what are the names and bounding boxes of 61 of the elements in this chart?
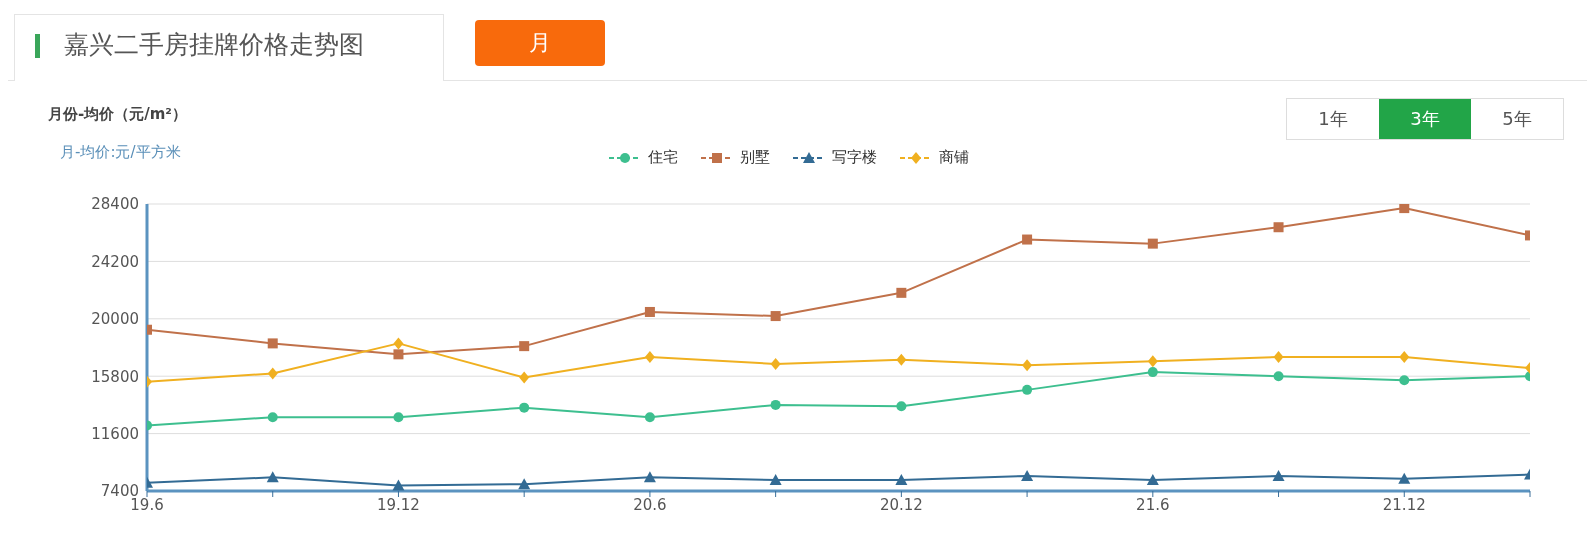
legend-label: 住宅 xyxy=(648,148,678,167)
point xyxy=(1147,355,1158,368)
point xyxy=(519,371,530,384)
point xyxy=(392,479,405,491)
chart-subtitle: 月份-均价（元/m²） xyxy=(48,105,187,124)
point xyxy=(644,306,655,317)
text: 1年 xyxy=(1287,99,1379,139)
legend-label: 商铺 xyxy=(939,148,969,167)
point xyxy=(1399,204,1410,214)
point xyxy=(644,351,655,364)
point xyxy=(518,478,531,490)
point xyxy=(267,412,278,423)
x-tick-label: 21.6 xyxy=(1136,495,1170,514)
point xyxy=(393,412,404,423)
point xyxy=(393,349,404,360)
y-axis-title: 月-均价:元/平方米 xyxy=(60,143,181,162)
point xyxy=(1021,469,1034,481)
point xyxy=(266,471,279,483)
point xyxy=(770,357,781,370)
x-tick-label: 19.12 xyxy=(376,495,420,514)
point xyxy=(895,474,908,486)
point xyxy=(519,402,530,413)
x-tick-label: 20.12 xyxy=(879,495,923,514)
y-tick-label: 20000 xyxy=(91,310,139,329)
y-tick-label: 11600 xyxy=(91,424,139,443)
x-tick-label: 21.12 xyxy=(1382,495,1426,514)
legend-label: 写字楼 xyxy=(832,148,877,167)
point xyxy=(1273,222,1284,233)
text: 月 xyxy=(475,20,605,66)
point xyxy=(1399,351,1410,364)
point xyxy=(1272,469,1285,481)
legend-label: 别墅 xyxy=(740,148,770,167)
text: 3年 xyxy=(1379,99,1471,139)
point xyxy=(644,412,655,423)
point xyxy=(1147,367,1158,378)
point xyxy=(1022,234,1033,245)
point xyxy=(896,401,907,412)
point xyxy=(1022,359,1033,372)
point xyxy=(770,399,781,410)
point xyxy=(896,353,907,366)
point xyxy=(1022,384,1033,395)
point xyxy=(770,311,781,322)
point xyxy=(1273,351,1284,364)
point xyxy=(393,337,404,350)
y-tick-label: 15800 xyxy=(91,367,139,386)
x-tick-label: 20.6 xyxy=(633,495,667,514)
point xyxy=(769,474,782,486)
point xyxy=(519,341,530,352)
point xyxy=(1399,375,1410,386)
point xyxy=(643,471,656,483)
point xyxy=(267,338,278,349)
point xyxy=(1273,371,1284,382)
chart-title: 嘉兴二手房挂牌价格走势图 xyxy=(64,29,364,61)
y-tick-label: 24200 xyxy=(91,252,139,271)
point xyxy=(1398,472,1411,484)
y-tick-label: 28400 xyxy=(91,195,139,214)
point xyxy=(1146,474,1159,486)
text: 5年 xyxy=(1471,99,1563,139)
point xyxy=(1147,238,1158,249)
point xyxy=(896,287,907,298)
point xyxy=(267,367,278,380)
